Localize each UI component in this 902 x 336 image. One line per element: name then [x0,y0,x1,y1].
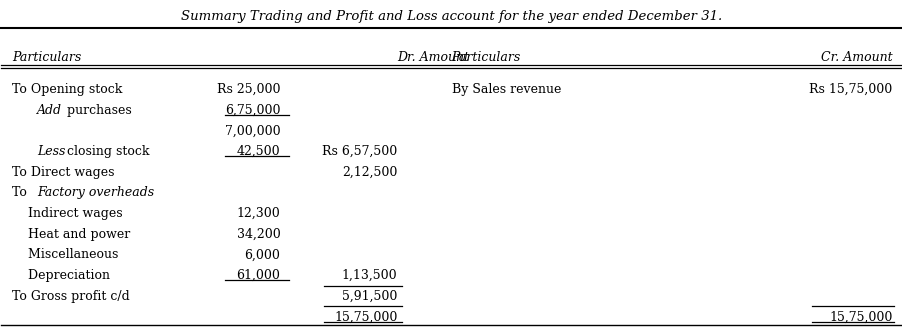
Text: 12,300: 12,300 [236,207,281,220]
Text: Factory overheads: Factory overheads [37,186,154,199]
Text: To: To [13,186,31,199]
Text: 7,00,000: 7,00,000 [225,124,281,137]
Text: 15,75,000: 15,75,000 [334,310,397,323]
Text: purchases: purchases [62,104,131,117]
Text: To Gross profit c/d: To Gross profit c/d [13,290,130,303]
Text: Dr. Amount: Dr. Amount [397,51,469,65]
Text: Add: Add [37,104,62,117]
Text: 6,75,000: 6,75,000 [225,104,281,117]
Text: Depreciation: Depreciation [13,269,110,282]
Text: Rs 6,57,500: Rs 6,57,500 [322,145,397,158]
Text: Miscellaneous: Miscellaneous [13,248,118,261]
Text: Particulars: Particulars [13,51,81,65]
Text: Indirect wages: Indirect wages [13,207,123,220]
Text: Heat and power: Heat and power [13,228,130,241]
Text: 1,13,500: 1,13,500 [342,269,397,282]
Text: To Direct wages: To Direct wages [13,166,115,179]
Text: Summary Trading and Profit and Loss account for the year ended December 31.: Summary Trading and Profit and Loss acco… [180,10,722,23]
Text: 15,75,000: 15,75,000 [828,310,891,323]
Text: 5,91,500: 5,91,500 [342,290,397,303]
Text: By Sales revenue: By Sales revenue [451,83,560,96]
Text: 42,500: 42,500 [236,145,281,158]
Text: 2,12,500: 2,12,500 [342,166,397,179]
Text: To Opening stock: To Opening stock [13,83,123,96]
Text: Rs 15,75,000: Rs 15,75,000 [808,83,891,96]
Text: 34,200: 34,200 [236,228,281,241]
Text: 61,000: 61,000 [236,269,281,282]
Text: 6,000: 6,000 [244,248,281,261]
Text: Cr. Amount: Cr. Amount [820,51,891,65]
Text: Rs 25,000: Rs 25,000 [216,83,281,96]
Text: closing stock: closing stock [62,145,149,158]
Text: Particulars: Particulars [451,51,520,65]
Text: Less: Less [37,145,66,158]
